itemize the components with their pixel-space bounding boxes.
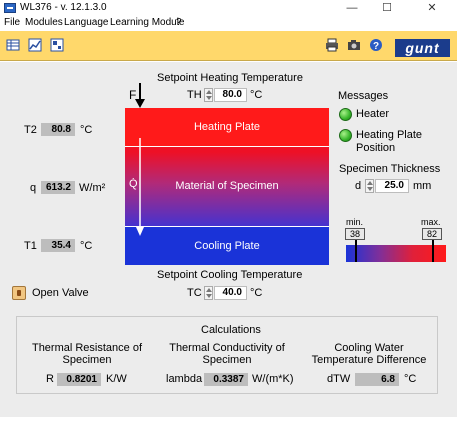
heater-label: Heater <box>356 108 390 120</box>
thickness-title: Specimen Thickness <box>339 163 441 175</box>
minimize-button[interactable]: — <box>346 2 358 14</box>
thickness-label: d <box>355 180 362 192</box>
t2-unit: °C <box>80 124 93 136</box>
conductivity-unit: W/(m*K) <box>252 373 294 385</box>
q-unit: W/m² <box>79 182 106 194</box>
scale-min-marker <box>355 240 357 262</box>
heating-plate: Heating Plate <box>125 108 329 147</box>
menu-file[interactable]: File <box>4 17 21 28</box>
open-valve-button[interactable] <box>12 286 26 300</box>
camera-icon[interactable] <box>347 38 361 52</box>
heat-flow-arrow-icon <box>136 138 144 236</box>
th-unit: °C <box>250 89 263 101</box>
tc-label: TC <box>187 287 202 299</box>
force-label: F <box>129 88 137 102</box>
resistance-unit: K/W <box>106 373 127 385</box>
temperature-gradient-scale <box>346 245 446 262</box>
svg-text:?: ? <box>373 41 379 52</box>
heating-plate-position-led <box>339 129 352 142</box>
scale-min-value: 38 <box>345 228 365 240</box>
cooling-plate: Cooling Plate <box>125 226 329 265</box>
t1-label: T1 <box>24 240 37 252</box>
q-label: q <box>30 182 37 194</box>
resistance-title-1: Thermal Resistance of <box>31 342 143 354</box>
messages-title: Messages <box>338 90 389 102</box>
title-bar: WL376 - v. 12.1.3.0 — ☐ ✕ <box>0 0 457 16</box>
heating-plate-position-label-1: Heating Plate <box>356 129 423 141</box>
t1-unit: °C <box>80 240 93 252</box>
close-button[interactable]: ✕ <box>427 2 437 14</box>
setpoint-heating-title: Setpoint Heating Temperature <box>157 72 303 84</box>
scale-max-label: max. <box>421 217 441 227</box>
menu-learning-module[interactable]: Learning Module <box>110 17 185 28</box>
cooling-unit: °C <box>404 373 417 385</box>
print-icon[interactable] <box>325 38 339 52</box>
conductivity-title-1: Thermal Conductivity of <box>169 342 285 354</box>
th-spinner[interactable] <box>204 88 213 102</box>
conductivity-label: lambda <box>166 373 203 385</box>
calculations-title: Calculations <box>201 324 261 336</box>
table-view-icon[interactable] <box>6 38 20 52</box>
resistance-value: 0.8201 <box>57 373 101 386</box>
tc-spinner[interactable] <box>204 286 213 300</box>
open-valve-label: Open Valve <box>32 287 89 299</box>
th-input[interactable]: 80.0 <box>214 88 247 102</box>
resistance-title-2: Specimen <box>62 354 112 366</box>
heating-plate-label: Heating Plate <box>193 121 261 133</box>
help-icon[interactable]: ? <box>369 38 383 52</box>
maximize-button[interactable]: ☐ <box>382 2 392 14</box>
main-panel: Setpoint Heating Temperature TH 80.0 °C … <box>0 62 457 417</box>
resistance-label: R <box>46 373 54 385</box>
app-icon <box>4 3 16 13</box>
toolbar: ? gunt <box>0 31 457 61</box>
thickness-spinner[interactable] <box>365 179 374 193</box>
thickness-input[interactable]: 25.0 <box>375 179 409 193</box>
scale-max-marker <box>432 240 434 262</box>
diagram-view-icon[interactable] <box>50 38 64 52</box>
setpoint-cooling-title: Setpoint Cooling Temperature <box>157 269 303 281</box>
menu-help[interactable]: ? <box>176 17 182 28</box>
window-title: WL376 - v. 12.1.3.0 <box>20 2 107 13</box>
cooling-title-2: Temperature Difference <box>311 354 427 366</box>
force-arrow-icon <box>135 83 145 108</box>
cooling-label: dTW <box>327 373 351 385</box>
tc-input[interactable]: 40.0 <box>214 286 247 300</box>
t2-label: T2 <box>24 124 37 136</box>
menu-language[interactable]: Language <box>64 17 109 28</box>
t1-value: 35.4 <box>41 239 75 252</box>
menu-bar: File Modules Language Learning Module ? <box>0 16 457 30</box>
th-label: TH <box>187 89 202 101</box>
tc-unit: °C <box>250 287 263 299</box>
thickness-unit: mm <box>413 180 432 192</box>
scale-min-label: min. <box>346 217 364 227</box>
gunt-logo: gunt <box>395 39 450 57</box>
material-label: Material of Specimen <box>175 180 279 192</box>
conductivity-title-2: Specimen <box>202 354 252 366</box>
cooling-value: 6.8 <box>355 373 399 386</box>
heater-status-led <box>339 108 352 121</box>
specimen-diagram: Heating Plate Material of Specimen Cooli… <box>125 108 329 265</box>
t2-value: 80.8 <box>41 123 75 136</box>
menu-modules[interactable]: Modules <box>25 17 63 28</box>
q-value: 613.2 <box>41 181 75 194</box>
calculations-panel: Calculations Thermal Resistance of Speci… <box>16 316 438 394</box>
heating-plate-position-label-2: Position <box>356 142 396 154</box>
chart-view-icon[interactable] <box>28 38 42 52</box>
cooling-plate-label: Cooling Plate <box>194 240 260 252</box>
cooling-title-1: Cooling Water <box>334 342 404 354</box>
scale-max-value: 82 <box>422 228 442 240</box>
conductivity-value: 0.3387 <box>204 373 248 386</box>
heat-flow-label: Q̇ <box>129 178 138 190</box>
